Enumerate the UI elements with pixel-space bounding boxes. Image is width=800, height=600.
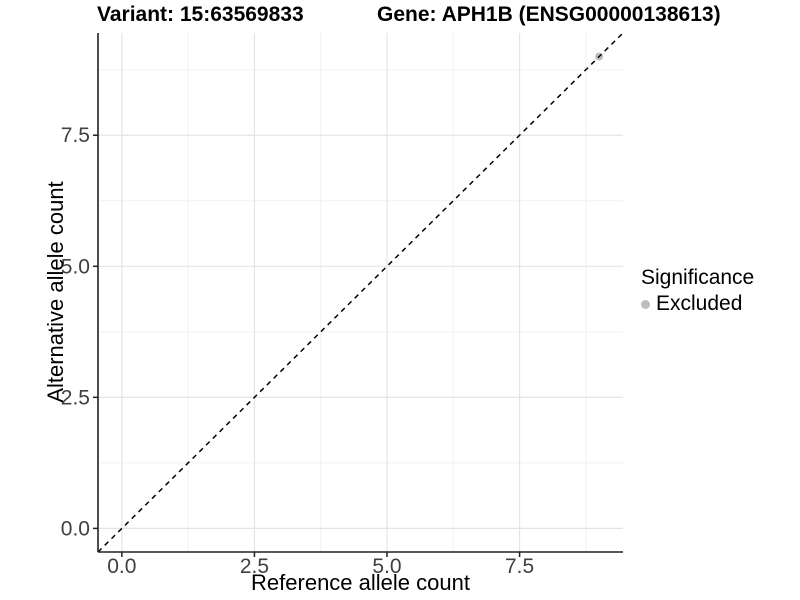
x-tick-label: 7.5 bbox=[505, 555, 534, 578]
legend-title: Significance bbox=[641, 266, 755, 289]
x-tick-label: 2.5 bbox=[240, 555, 269, 578]
y-tick-label: 2.5 bbox=[61, 386, 90, 409]
plot-title-gene: Gene: APH1B (ENSG00000138613) bbox=[377, 3, 721, 26]
x-tick-label: 0.0 bbox=[107, 555, 136, 578]
plot-title-variant: Variant: 15:63569833 bbox=[97, 3, 304, 26]
y-tick-label: 5.0 bbox=[61, 255, 90, 278]
legend-point-icon bbox=[641, 299, 650, 309]
legend-item-label: Excluded bbox=[656, 292, 743, 315]
legend-item-excluded: Excluded bbox=[641, 292, 754, 316]
y-tick-label: 7.5 bbox=[61, 124, 90, 147]
y-axis-title: Alternative allele count bbox=[43, 181, 68, 403]
x-axis-title: Reference allele count bbox=[251, 570, 470, 595]
y-tick-label: 0.0 bbox=[61, 517, 90, 540]
legend: Significance Excluded bbox=[641, 266, 754, 316]
plot-panel-bg bbox=[98, 33, 623, 552]
x-tick-label: 5.0 bbox=[372, 555, 401, 578]
